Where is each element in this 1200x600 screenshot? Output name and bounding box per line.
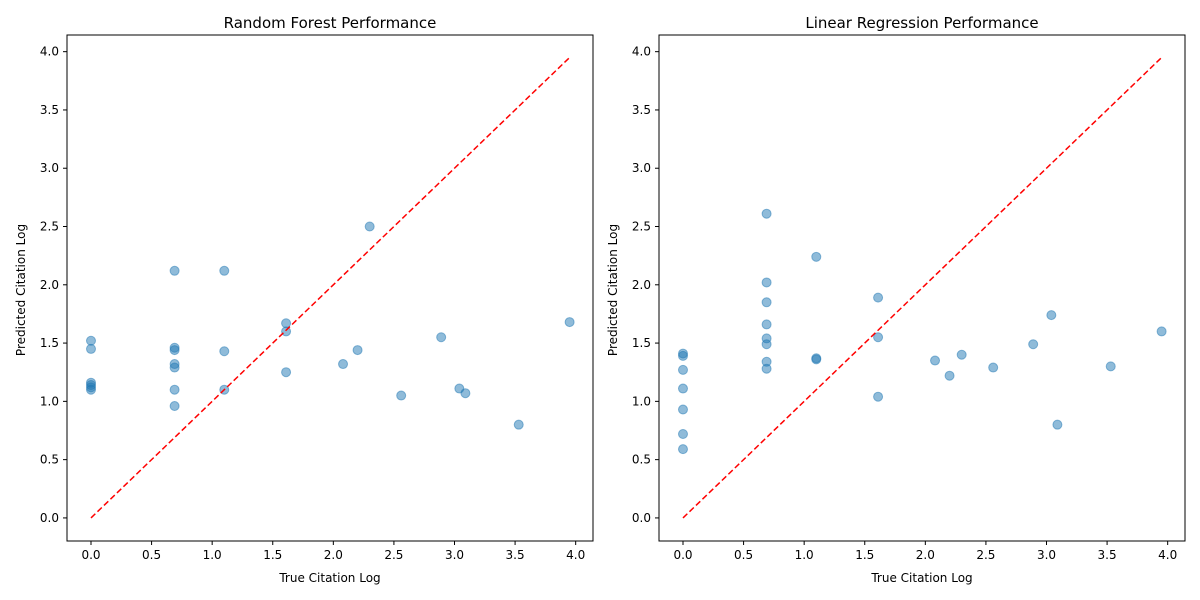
- data-point: [85, 335, 96, 346]
- reference-line: [682, 56, 1163, 519]
- data-point: [1052, 419, 1063, 430]
- data-point: [364, 221, 375, 232]
- plot-area: [85, 56, 575, 519]
- y-tick-label: 0.0: [40, 511, 59, 525]
- y-tick-label: 2.5: [40, 220, 59, 234]
- x-tick-label: 1.5: [855, 548, 874, 562]
- x-axis-label: True Citation Log: [870, 571, 972, 585]
- y-tick-label: 4.0: [632, 45, 651, 59]
- x-axis-label: True Citation Log: [278, 571, 380, 585]
- data-point: [761, 297, 772, 308]
- data-point: [761, 363, 772, 374]
- data-point: [677, 383, 688, 394]
- data-point: [873, 332, 884, 343]
- y-tick-label: 1.0: [40, 394, 59, 408]
- data-point: [677, 350, 688, 361]
- data-point: [811, 251, 822, 262]
- data-point: [677, 404, 688, 415]
- plot-area: [677, 56, 1167, 519]
- x-tick-label: 0.0: [81, 548, 100, 562]
- axis-ticks: 0.0 0.5 1.0 1.5 2.0 2.5 3.0 3.5 4.0 0.0 0.5 1.0 1.5 2…: [632, 45, 1177, 562]
- data-point: [169, 265, 180, 276]
- data-point: [396, 390, 407, 401]
- y-tick-label: 3.0: [40, 161, 59, 175]
- data-point: [1028, 339, 1039, 350]
- data-point: [761, 277, 772, 288]
- data-point: [677, 428, 688, 439]
- y-tick-label: 4.0: [40, 45, 59, 59]
- x-tick-label: 0.0: [673, 548, 692, 562]
- y-tick-label: 2.0: [40, 278, 59, 292]
- data-point: [219, 346, 230, 357]
- data-point: [1105, 361, 1116, 372]
- data-point: [956, 349, 967, 360]
- y-tick-label: 2.0: [632, 278, 651, 292]
- data-point: [513, 419, 524, 430]
- y-tick-label: 3.0: [632, 161, 651, 175]
- plot-frame: [658, 34, 1186, 542]
- x-tick-label: 2.0: [324, 548, 343, 562]
- data-point: [930, 355, 941, 366]
- chart-title: Linear Regression Performance: [805, 14, 1038, 32]
- y-tick-label: 0.0: [632, 511, 651, 525]
- x-tick-label: 4.0: [566, 548, 585, 562]
- axis-ticks: 0.0 0.5 1.0 1.5 2.0 2.5 3.0 3.5 4.0 0.0 0.5 1.0 1.5 2…: [40, 45, 585, 562]
- data-point: [677, 364, 688, 375]
- data-point: [281, 367, 292, 378]
- y-axis-label: Predicted Citation Log: [14, 224, 28, 356]
- y-tick-label: 3.5: [40, 103, 59, 117]
- data-point: [873, 292, 884, 303]
- y-tick-label: 1.0: [632, 394, 651, 408]
- random-forest-panel: Random Forest Performance True Citation …: [14, 14, 594, 585]
- x-tick-label: 0.5: [142, 548, 161, 562]
- data-point: [352, 345, 363, 356]
- x-tick-label: 1.5: [263, 548, 282, 562]
- y-axis-label: Predicted Citation Log: [606, 224, 620, 356]
- data-point: [436, 332, 447, 343]
- data-point: [761, 208, 772, 219]
- data-point: [873, 391, 884, 402]
- y-tick-label: 3.5: [632, 103, 651, 117]
- x-tick-label: 0.5: [734, 548, 753, 562]
- data-point: [677, 444, 688, 455]
- data-point: [85, 343, 96, 354]
- data-point: [761, 339, 772, 350]
- reference-line: [90, 56, 571, 519]
- chart-title: Random Forest Performance: [224, 14, 437, 32]
- data-point: [85, 384, 96, 395]
- y-tick-label: 1.5: [40, 336, 59, 350]
- x-tick-label: 1.0: [795, 548, 814, 562]
- x-tick-label: 2.0: [916, 548, 935, 562]
- x-tick-label: 3.0: [445, 548, 464, 562]
- x-tick-label: 3.0: [1037, 548, 1056, 562]
- data-point: [564, 317, 575, 328]
- x-tick-label: 2.5: [384, 548, 403, 562]
- y-tick-label: 1.5: [632, 336, 651, 350]
- data-point: [944, 370, 955, 381]
- y-tick-label: 2.5: [632, 220, 651, 234]
- y-tick-label: 0.5: [40, 453, 59, 467]
- linear-regression-panel: Linear Regression Performance True Citat…: [606, 14, 1186, 585]
- data-point: [169, 345, 180, 356]
- data-point: [811, 354, 822, 365]
- data-point: [761, 319, 772, 330]
- data-point: [1046, 310, 1057, 321]
- data-point: [1156, 326, 1167, 337]
- data-point: [460, 388, 471, 399]
- x-tick-label: 3.5: [1098, 548, 1117, 562]
- data-point: [219, 265, 230, 276]
- data-point: [169, 384, 180, 395]
- data-point: [169, 362, 180, 373]
- x-tick-label: 2.5: [976, 548, 995, 562]
- data-point: [338, 359, 349, 370]
- plot-frame: [66, 34, 594, 542]
- data-point: [988, 362, 999, 373]
- data-point: [281, 326, 292, 337]
- y-tick-label: 0.5: [632, 453, 651, 467]
- x-tick-label: 4.0: [1158, 548, 1177, 562]
- data-point: [169, 401, 180, 412]
- x-tick-label: 3.5: [506, 548, 525, 562]
- x-tick-label: 1.0: [203, 548, 222, 562]
